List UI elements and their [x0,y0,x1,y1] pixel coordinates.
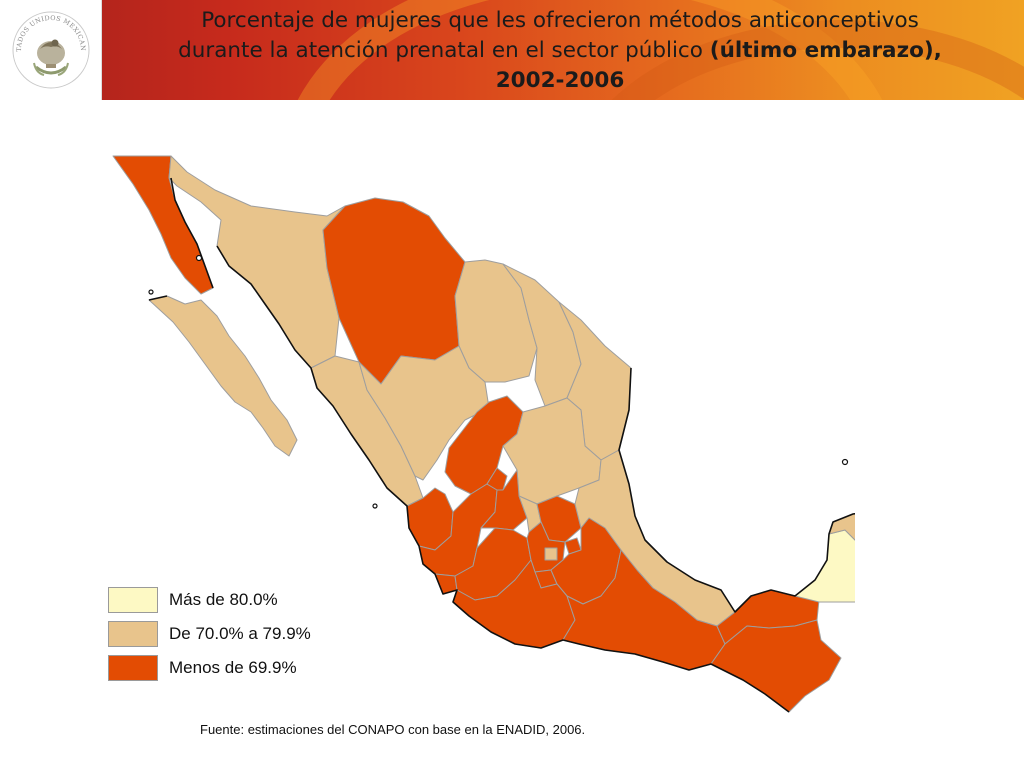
legend-item-mid: De 70.0% a 79.9% [108,621,368,647]
slide-header: ESTADOS UNIDOS MEXICANOS Porcentaje de m… [0,0,1024,100]
state-guanajuato [480,469,528,531]
legend-swatch-high [108,587,158,613]
title-line-1: Porcentaje de mujeres que les ofrecieron… [201,8,919,33]
title-years: 2002-2006 [495,68,625,93]
state-campeche [794,529,876,603]
logo-box: ESTADOS UNIDOS MEXICANOS [0,0,102,100]
state-aguascalientes [486,467,508,491]
page-title: Porcentaje de mujeres que les ofrecieron… [140,6,980,96]
state-durango [358,345,490,481]
legend-label-low: Menos de 69.9% [169,658,297,677]
state-baja-california-sur [148,295,298,457]
legend-swatch-low [108,655,158,681]
source-note: Fuente: estimaciones del CONAPO con base… [200,722,586,737]
state-distrito-federal [544,547,558,561]
legend-label-mid: De 70.0% a 79.9% [169,624,311,643]
title-emphasis: (último embarazo), [709,38,942,63]
legend-item-low: Menos de 69.9% [108,655,368,681]
title-line-2: durante la atención prenatal en el secto… [178,38,703,63]
state-baja-california [112,155,214,295]
legend-item-high: Más de 80.0% [108,587,368,613]
legend-label-high: Más de 80.0% [169,590,278,609]
national-seal-icon: ESTADOS UNIDOS MEXICANOS [10,9,90,89]
legend-swatch-mid [108,621,158,647]
